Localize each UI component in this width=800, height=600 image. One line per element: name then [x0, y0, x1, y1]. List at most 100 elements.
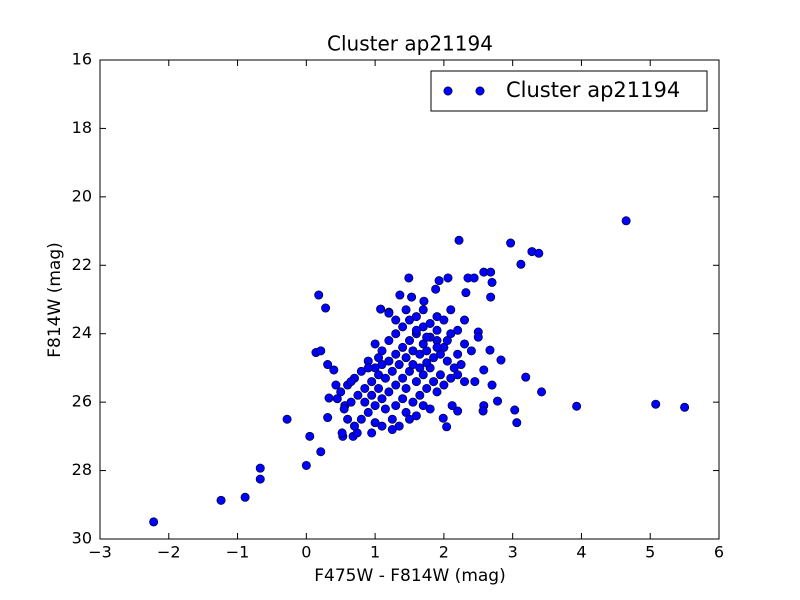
- point: [680, 402, 690, 412]
- point: [411, 377, 421, 387]
- y-tick-label: 22: [72, 255, 92, 274]
- x-tick-label: −2: [157, 543, 181, 562]
- point: [329, 365, 339, 375]
- point: [377, 394, 387, 404]
- point: [380, 373, 390, 383]
- point: [621, 216, 631, 226]
- point: [486, 292, 496, 302]
- point: [461, 288, 471, 298]
- point: [453, 325, 463, 335]
- point: [401, 353, 411, 363]
- point: [431, 284, 441, 294]
- point: [398, 394, 408, 404]
- point: [415, 390, 425, 400]
- point: [324, 393, 334, 403]
- point: [316, 346, 326, 356]
- legend-marker: [443, 86, 453, 96]
- point: [384, 308, 394, 318]
- point: [391, 349, 401, 359]
- point: [394, 360, 404, 370]
- point: [506, 238, 516, 248]
- point: [422, 383, 432, 393]
- point: [442, 356, 452, 366]
- point: [478, 406, 488, 416]
- y-axis-label: F814W (mag): [45, 242, 65, 357]
- point: [376, 304, 386, 314]
- point: [149, 517, 159, 527]
- point: [422, 332, 432, 342]
- point: [391, 380, 401, 390]
- point: [432, 342, 442, 352]
- point: [422, 358, 432, 368]
- point: [460, 315, 470, 325]
- point: [485, 345, 495, 355]
- point: [255, 474, 265, 484]
- point: [487, 380, 497, 390]
- point: [216, 495, 226, 505]
- point: [572, 401, 582, 411]
- point: [323, 413, 333, 423]
- x-axis-label: F475W - F814W (mag): [314, 566, 505, 586]
- x-tick-label: 6: [714, 543, 724, 562]
- point: [469, 273, 479, 283]
- x-tick-label: −1: [226, 543, 250, 562]
- point: [337, 428, 347, 438]
- point: [487, 277, 497, 287]
- point: [339, 404, 349, 414]
- point: [442, 336, 452, 346]
- point: [510, 405, 520, 415]
- point: [438, 413, 448, 423]
- y-tick-label: 28: [72, 460, 92, 479]
- point: [316, 447, 326, 457]
- point: [454, 235, 464, 245]
- point: [408, 397, 418, 407]
- point: [446, 305, 456, 315]
- point: [384, 336, 394, 346]
- point: [460, 377, 470, 387]
- y-tick-label: 16: [72, 50, 92, 69]
- point: [496, 355, 506, 365]
- point: [377, 421, 387, 431]
- point: [398, 322, 408, 332]
- x-tick-label: 1: [370, 543, 380, 562]
- point: [453, 370, 463, 380]
- x-tick-label: 4: [576, 543, 586, 562]
- point: [651, 399, 661, 409]
- point: [387, 366, 397, 376]
- point: [419, 296, 429, 306]
- points: [149, 216, 690, 527]
- point: [314, 290, 324, 300]
- point: [387, 425, 397, 435]
- point: [404, 336, 414, 346]
- point: [374, 383, 384, 393]
- point: [493, 396, 503, 406]
- point: [418, 305, 428, 315]
- point: [240, 492, 250, 502]
- point: [346, 397, 356, 407]
- point: [411, 312, 421, 322]
- point: [331, 380, 341, 390]
- point: [473, 332, 483, 342]
- point: [470, 377, 480, 387]
- point: [453, 406, 463, 416]
- point: [425, 404, 435, 414]
- point: [349, 421, 359, 431]
- point: [363, 407, 373, 417]
- point: [447, 401, 457, 411]
- point: [384, 387, 394, 397]
- point: [321, 303, 331, 313]
- point: [439, 380, 449, 390]
- point: [391, 401, 401, 411]
- point: [401, 305, 411, 315]
- point: [466, 346, 476, 356]
- point: [435, 370, 445, 380]
- point: [353, 390, 363, 400]
- point: [432, 325, 442, 335]
- legend-marker: [475, 86, 485, 96]
- point: [486, 267, 496, 277]
- legend-label: Cluster ap21194: [506, 78, 680, 102]
- point: [479, 365, 489, 375]
- y-tick-label: 20: [72, 186, 92, 205]
- point: [367, 377, 377, 387]
